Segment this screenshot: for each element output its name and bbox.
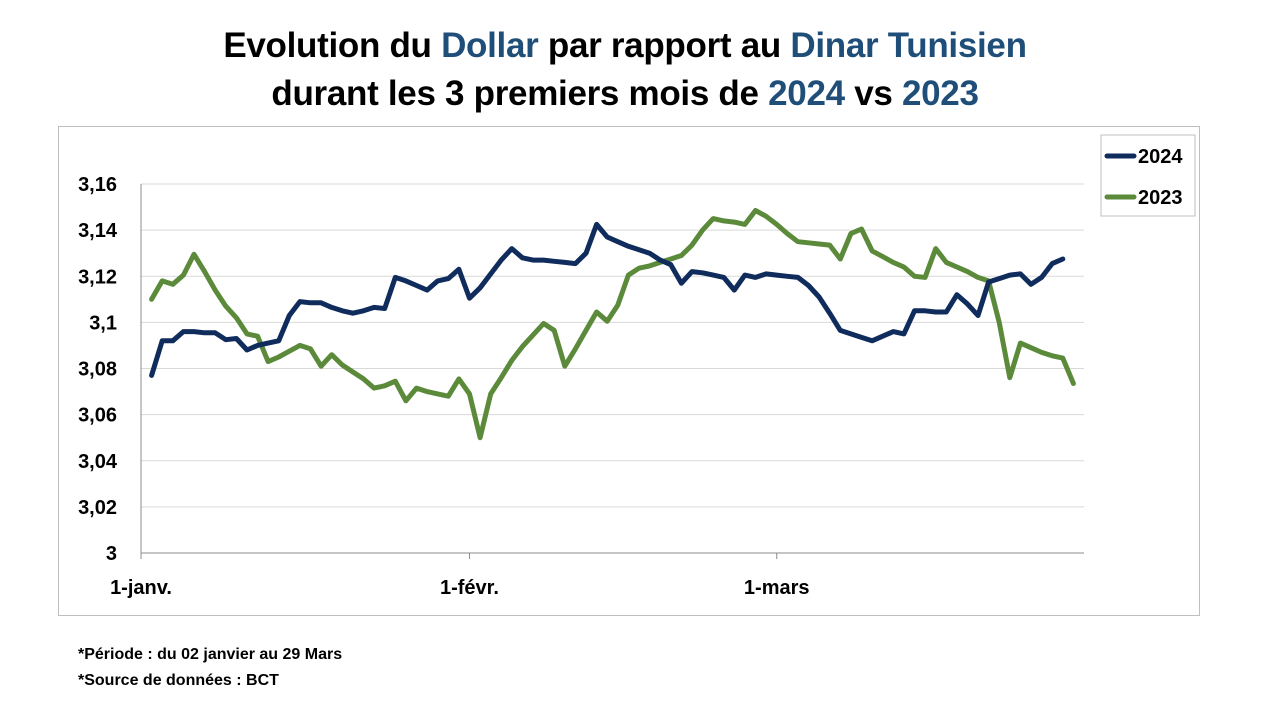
legend-label-2024: 2024: [1138, 146, 1183, 168]
footnotes: *Période : du 02 janvier au 29 Mars *Sou…: [78, 642, 342, 694]
x-tick-label: 1-févr.: [440, 577, 499, 599]
legend: 2024 2023: [1100, 134, 1196, 217]
title-text: durant les 3 premiers mois de: [271, 74, 769, 113]
legend-label-2023: 2023: [1138, 187, 1183, 209]
line-chart: 3 3,02 3,04 3,06 3,08 3,1 3,12 3,14 3,16 1-janv.…: [78, 134, 1196, 599]
series-line-2023: [149, 208, 1076, 441]
x-tick-label: 1-mars: [744, 577, 810, 599]
title-text: par rapport au: [538, 26, 791, 65]
x-axis-ticks: 1-janv. 1-févr. 1-mars: [110, 553, 810, 599]
chart-frame: 3 3,02 3,04 3,06 3,08 3,1 3,12 3,14 3,16 1-janv.…: [58, 126, 1200, 616]
legend-box: [1100, 134, 1196, 217]
y-tick-label: 3,06: [78, 405, 117, 427]
title-highlight-dollar: Dollar: [441, 26, 539, 65]
chart-title: Evolution du Dollar par rapport au Dinar…: [0, 22, 1250, 118]
y-tick-label: 3,1: [89, 312, 117, 334]
title-highlight-dinar: Dinar Tunisien: [790, 26, 1027, 65]
source-note: *Source de données : BCT: [78, 672, 279, 689]
y-tick-label: 3,04: [78, 451, 118, 473]
period-note: *Période : du 02 janvier au 29 Mars: [78, 646, 343, 663]
series-lines: [149, 208, 1076, 441]
title-highlight-2023: 2023: [901, 74, 979, 113]
y-tick-label: 3,12: [78, 266, 117, 288]
title-highlight-2024: 2024: [768, 74, 845, 113]
y-tick-label: 3,08: [78, 359, 117, 381]
title-text: Evolution du: [223, 26, 442, 65]
title-text: vs: [844, 74, 902, 113]
y-tick-label: 3,14: [78, 220, 118, 242]
title-line-1: Evolution du Dollar par rapport au Dinar…: [0, 22, 1250, 70]
title-line-2: durant les 3 premiers mois de 2024 vs 20…: [0, 70, 1250, 118]
y-axis-ticks: 3 3,02 3,04 3,06 3,08 3,1 3,12 3,14 3,16: [78, 174, 118, 565]
series-line-2024: [149, 221, 1066, 378]
grid-lines: [140, 183, 1084, 554]
y-tick-label: 3,02: [78, 497, 117, 519]
x-tick-label: 1-janv.: [110, 577, 172, 599]
y-tick-label: 3,16: [78, 174, 117, 196]
y-tick-label: 3: [106, 543, 117, 565]
